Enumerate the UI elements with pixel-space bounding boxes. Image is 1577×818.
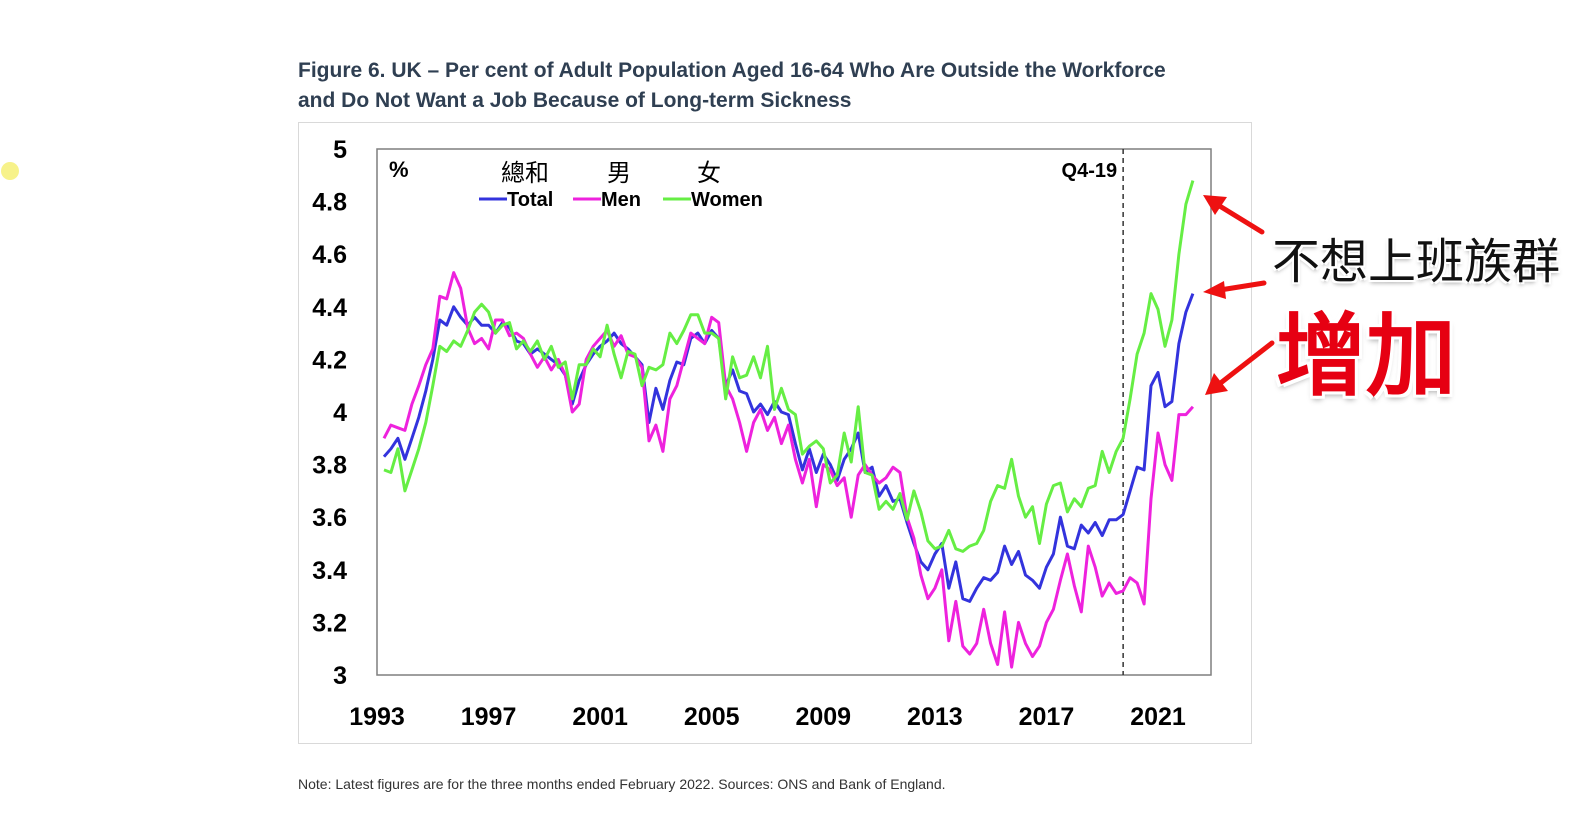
y-tick-label: 4.8 (312, 189, 347, 217)
line-chart: 3 3.2 3.4 3.6 3.8 4 4.2 4.4 4.6 4.8 5 1993 1997 2001 2… (312, 136, 1212, 731)
figure-title-line-1: Figure 6. UK – Per cent of Adult Populat… (298, 59, 1166, 82)
y-tick-label: 4.6 (312, 241, 347, 269)
y-tick-label: 3.2 (312, 609, 347, 637)
annotation-emphasis-text: 增加 (1276, 304, 1456, 409)
x-tick-label: 2013 (907, 703, 963, 731)
legend-label-men: Men (601, 189, 641, 211)
x-tick-label: 1997 (461, 703, 517, 731)
y-tick-label: 3.4 (312, 557, 347, 585)
figure-note: Note: Latest figures are for the three m… (298, 776, 946, 792)
y-tick-label: 4.2 (312, 346, 347, 374)
legend-label-women: Women (691, 189, 763, 211)
figure-title: Figure 6. UK – Per cent of Adult Populat… (298, 56, 1278, 116)
y-tick-label: 3 (333, 662, 347, 690)
x-tick-label: 2001 (572, 703, 628, 731)
plot-area-border (376, 148, 1212, 676)
series-line-men (382, 271, 1195, 669)
x-tick-label: 2017 (1019, 703, 1075, 731)
legend-label-total: Total (507, 189, 553, 211)
annotation-main-text: 不想上班族群 (1272, 234, 1561, 290)
legend-label-zh-total: 總和 (501, 159, 549, 187)
series-line-women (383, 180, 1195, 553)
y-tick-label: 4 (333, 399, 347, 427)
x-tick-label: 2005 (684, 703, 740, 731)
y-axis-unit-label: % (389, 157, 409, 182)
legend-label-zh-men: 男 (607, 159, 631, 187)
reference-line-label: Q4-19 (1062, 160, 1118, 182)
figure-title-line-2: and Do Not Want a Job Because of Long-te… (298, 89, 852, 112)
y-tick-label: 4.4 (312, 294, 347, 322)
x-tick-label: 2021 (1130, 703, 1186, 731)
x-tick-label: 2009 (795, 703, 851, 731)
legend-label-zh-women: 女 (697, 159, 721, 187)
y-tick-label: 3.6 (312, 504, 347, 532)
chart-frame: 3 3.2 3.4 3.6 3.8 4 4.2 4.4 4.6 4.8 5 1993 1997 2001 2… (298, 122, 1252, 744)
y-tick-label: 5 (333, 136, 347, 164)
x-tick-label: 1993 (349, 703, 405, 731)
y-tick-label: 3.8 (312, 452, 347, 480)
series-line-total (382, 293, 1195, 603)
cursor-highlight-dot (1, 162, 19, 180)
